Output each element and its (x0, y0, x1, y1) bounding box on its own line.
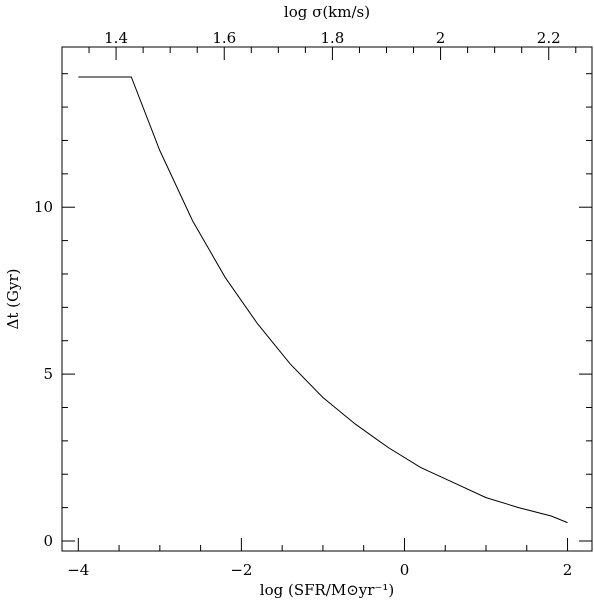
top-axis-label: log σ(km/s) (284, 3, 370, 21)
tick-labels: −4 −2 0 2 1.4 1.6 1.8 2 2.2 0 5 10 (34, 29, 572, 579)
x-tick-label: −2 (230, 561, 252, 579)
x-tick-label: 0 (400, 561, 410, 579)
series (78, 76, 568, 524)
y-tick-label: 10 (34, 198, 53, 216)
top-tick-label: 2.2 (537, 29, 561, 47)
top-tick-label: 1.4 (104, 29, 128, 47)
ticks (62, 47, 592, 551)
y-axis-label: Δt (Gyr) (4, 269, 22, 330)
top-tick-label: 2 (436, 29, 446, 47)
series-line (78, 76, 568, 524)
x-tick-label: 2 (563, 561, 573, 579)
x-tick-label: −4 (67, 561, 89, 579)
plot-frame (61, 46, 593, 552)
x-axis-label: log (SFR/M⊙yr⁻¹) (260, 581, 394, 599)
y-tick-label: 0 (43, 532, 53, 550)
y-tick-label: 5 (43, 365, 53, 383)
top-tick-label: 1.8 (320, 29, 344, 47)
top-tick-label: 1.6 (212, 29, 236, 47)
